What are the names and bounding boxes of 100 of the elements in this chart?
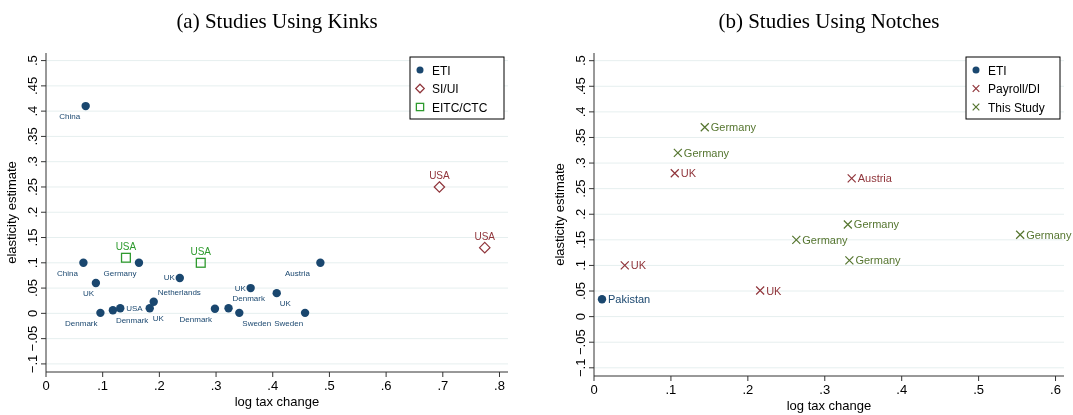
point — [134, 258, 144, 267]
point — [316, 258, 325, 267]
annotation: China — [59, 112, 81, 122]
point — [272, 288, 281, 298]
y-tick-label: −.05 — [25, 325, 40, 352]
annotation: Germany — [683, 146, 730, 159]
legend-label: SI/UI — [432, 82, 459, 96]
y-tick-label: .35 — [573, 128, 588, 147]
annotation: Germany — [1026, 228, 1072, 241]
y-tick-label: .4 — [573, 106, 588, 118]
x-tick-label: .1 — [665, 382, 677, 397]
point — [844, 255, 854, 265]
point — [843, 219, 853, 230]
y-tick-label: .2 — [25, 206, 40, 218]
annotation: UK — [279, 299, 292, 309]
annotation: Denmark — [179, 314, 214, 324]
y-tick-label: 0 — [25, 309, 40, 317]
annotation: UK — [163, 273, 176, 283]
x-tick-label: .5 — [324, 378, 335, 393]
y-tick-label: .3 — [25, 156, 40, 168]
annotation: China — [57, 268, 79, 278]
x-tick-label: .1 — [97, 378, 109, 393]
y-tick-label: .05 — [573, 281, 588, 301]
point — [755, 285, 765, 296]
y-tick-label: .1 — [573, 260, 588, 271]
point — [81, 101, 90, 111]
point — [1015, 230, 1025, 240]
x-tick-label: .3 — [819, 382, 831, 397]
x-tick-label: .8 — [494, 378, 505, 393]
point — [673, 148, 683, 158]
annotation: UK — [766, 284, 783, 297]
annotation: UK — [234, 283, 247, 293]
y-tick-label: .1 — [25, 257, 40, 269]
y-tick-label: .15 — [573, 230, 588, 249]
point — [91, 278, 101, 288]
y-tick-label: −.1 — [25, 354, 40, 374]
annotation: Austria — [285, 268, 311, 278]
annotation: USA — [429, 169, 451, 181]
annotation: USA — [126, 303, 144, 313]
annotation: USA — [115, 240, 137, 252]
point — [847, 173, 857, 184]
y-tick-label: .2 — [573, 208, 588, 220]
y-tick-label: .45 — [25, 76, 40, 95]
annotation: Germany — [855, 254, 902, 267]
point — [620, 260, 630, 271]
y-tick-label: 0 — [573, 313, 588, 321]
y-tick-label: .4 — [25, 105, 40, 117]
x-tick-label: .3 — [210, 378, 222, 393]
annotation: Germany — [802, 233, 849, 246]
point — [120, 252, 131, 263]
point — [145, 304, 154, 313]
point — [791, 235, 801, 245]
point — [300, 308, 310, 318]
legend-label: This Study — [988, 100, 1045, 115]
y-tick-label: .25 — [573, 179, 588, 198]
x-tick-label: .2 — [153, 378, 165, 393]
x-tick-label: .6 — [1050, 382, 1061, 397]
annotation: Germany — [853, 218, 900, 231]
y-tick-label: −.1 — [573, 358, 588, 378]
point — [597, 295, 607, 304]
y-tick-label: .45 — [573, 77, 588, 96]
x-axis-title: log tax change — [786, 398, 872, 413]
annotation: Netherlands — [157, 287, 201, 297]
y-tick-label: −.05 — [573, 329, 588, 356]
point — [224, 304, 233, 313]
annotation: Denmark — [65, 318, 99, 328]
point — [478, 241, 491, 254]
x-tick-label: .4 — [267, 378, 279, 393]
point — [79, 258, 88, 267]
annotation: Denmark — [115, 316, 150, 326]
y-tick-label: .5 — [25, 55, 40, 67]
x-tick-label: .7 — [437, 378, 449, 393]
x-tick-label: .5 — [973, 382, 985, 397]
point — [235, 308, 244, 318]
x-tick-label: .4 — [896, 382, 908, 397]
point — [433, 181, 446, 193]
annotation: USA — [190, 245, 212, 257]
point — [96, 308, 105, 318]
point — [108, 306, 118, 315]
annotation: Germany — [710, 121, 757, 134]
y-tick-label: .5 — [573, 55, 588, 67]
annotation: Austria — [857, 172, 893, 185]
legend-label: ETI — [432, 63, 451, 78]
legend-label: Payroll/DI — [988, 82, 1041, 96]
y-axis-title: elasticity estimate — [552, 163, 567, 266]
point — [116, 304, 125, 313]
x-axis-title: log tax change — [234, 394, 320, 409]
x-tick-label: .6 — [380, 378, 392, 393]
annotation: UK — [152, 314, 165, 324]
chart-title: (a) Studies Using Kinks — [176, 9, 378, 33]
annotation: Denmark — [232, 294, 266, 304]
x-tick-label: 0 — [42, 378, 50, 393]
annotation: UK — [680, 167, 697, 180]
annotation: UK — [82, 289, 95, 299]
annotation: Sweden — [242, 318, 272, 328]
point — [670, 168, 680, 178]
y-axis-title: elasticity estimate — [4, 161, 19, 264]
y-tick-label: .3 — [573, 157, 588, 169]
x-tick-label: 0 — [590, 382, 598, 397]
x-tick-label: .2 — [742, 382, 754, 397]
